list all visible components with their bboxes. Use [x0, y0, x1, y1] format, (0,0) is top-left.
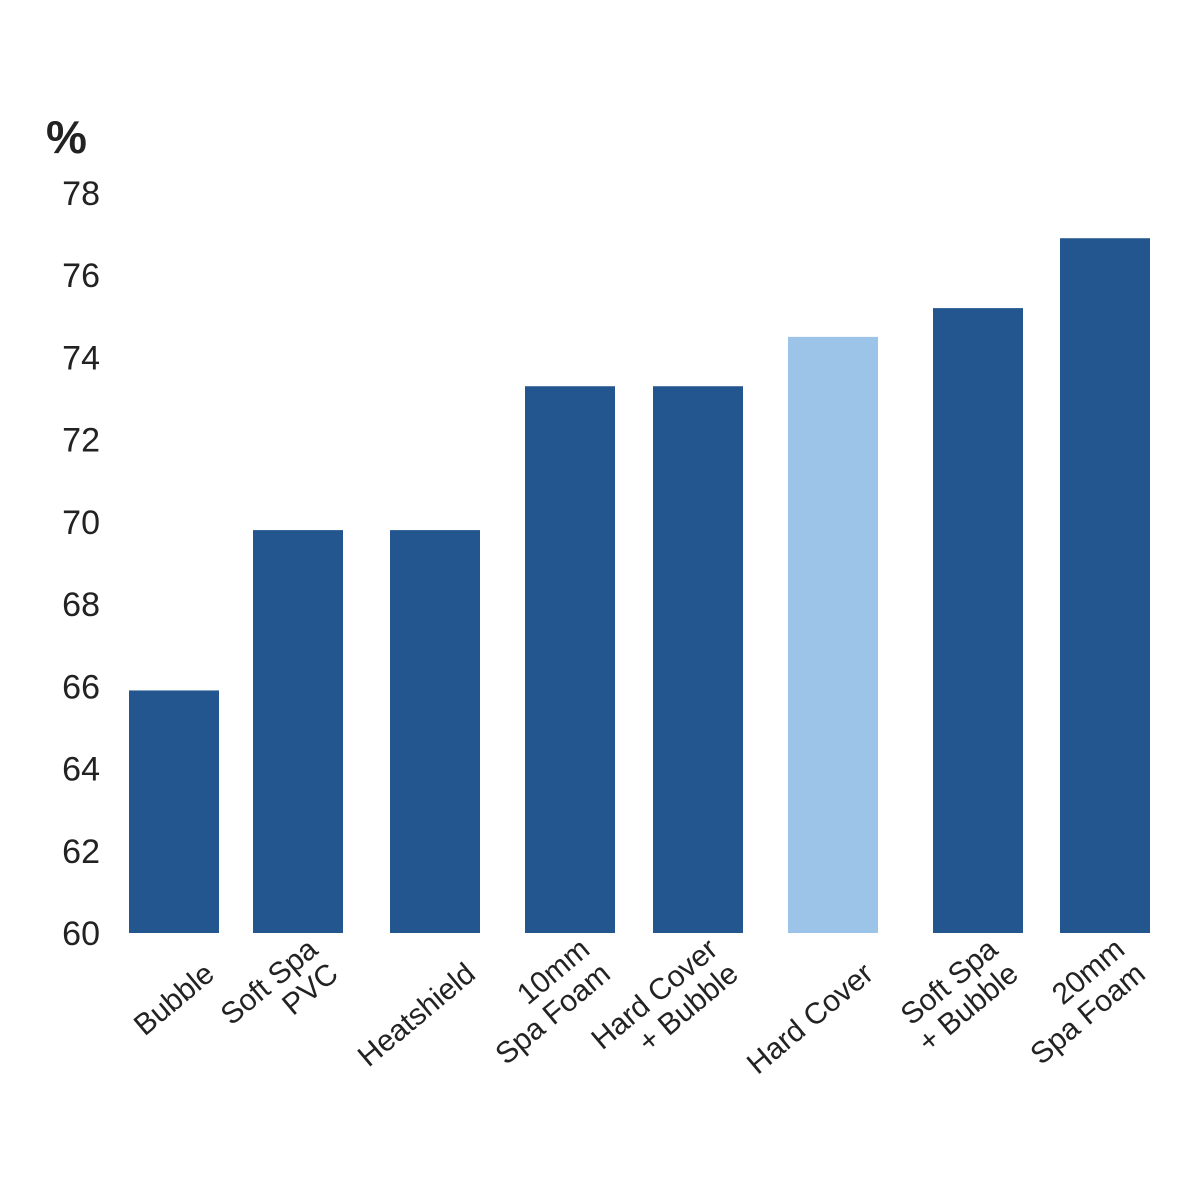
x-tick-label-line: Bubble — [128, 957, 221, 1042]
x-tick-label: Soft SpaPVC — [215, 932, 345, 1056]
y-axis-ticks: 60 62 64 66 68 70 72 74 76 78 — [62, 175, 100, 953]
y-axis-unit-label: % — [46, 111, 87, 163]
y-tick-label: 70 — [62, 504, 100, 542]
y-tick-label: 66 — [62, 668, 100, 706]
y-tick-label: 64 — [62, 751, 100, 789]
y-tick-label: 62 — [62, 833, 100, 871]
x-tick-label-line: Heatshield — [352, 957, 482, 1073]
y-tick-label: 74 — [62, 339, 100, 377]
x-tick-label: Hard Cover+ Bubble — [585, 932, 744, 1080]
bar — [253, 530, 343, 933]
bar — [933, 308, 1023, 934]
y-tick-label: 78 — [62, 175, 100, 213]
x-tick-label: Bubble — [128, 957, 221, 1042]
y-tick-label: 72 — [62, 422, 100, 460]
x-tick-label: 10mmSpa Foam — [469, 932, 617, 1071]
bar — [788, 336, 878, 933]
x-tick-label: Heatshield — [352, 957, 482, 1073]
bar — [525, 386, 615, 933]
bars — [129, 238, 1150, 934]
y-tick-label: 68 — [62, 586, 100, 624]
x-tick-label-line: Hard Cover — [741, 957, 880, 1081]
x-tick-label: Soft Spa+ Bubble — [891, 932, 1024, 1059]
bar — [390, 530, 480, 933]
bar — [653, 386, 743, 933]
y-tick-label: 60 — [62, 915, 100, 953]
x-tick-label: Hard Cover — [741, 957, 880, 1081]
y-tick-label: 76 — [62, 257, 100, 295]
bar — [1060, 238, 1150, 933]
bar — [129, 690, 219, 933]
x-tick-label: 20mmSpa Foam — [1004, 932, 1152, 1071]
